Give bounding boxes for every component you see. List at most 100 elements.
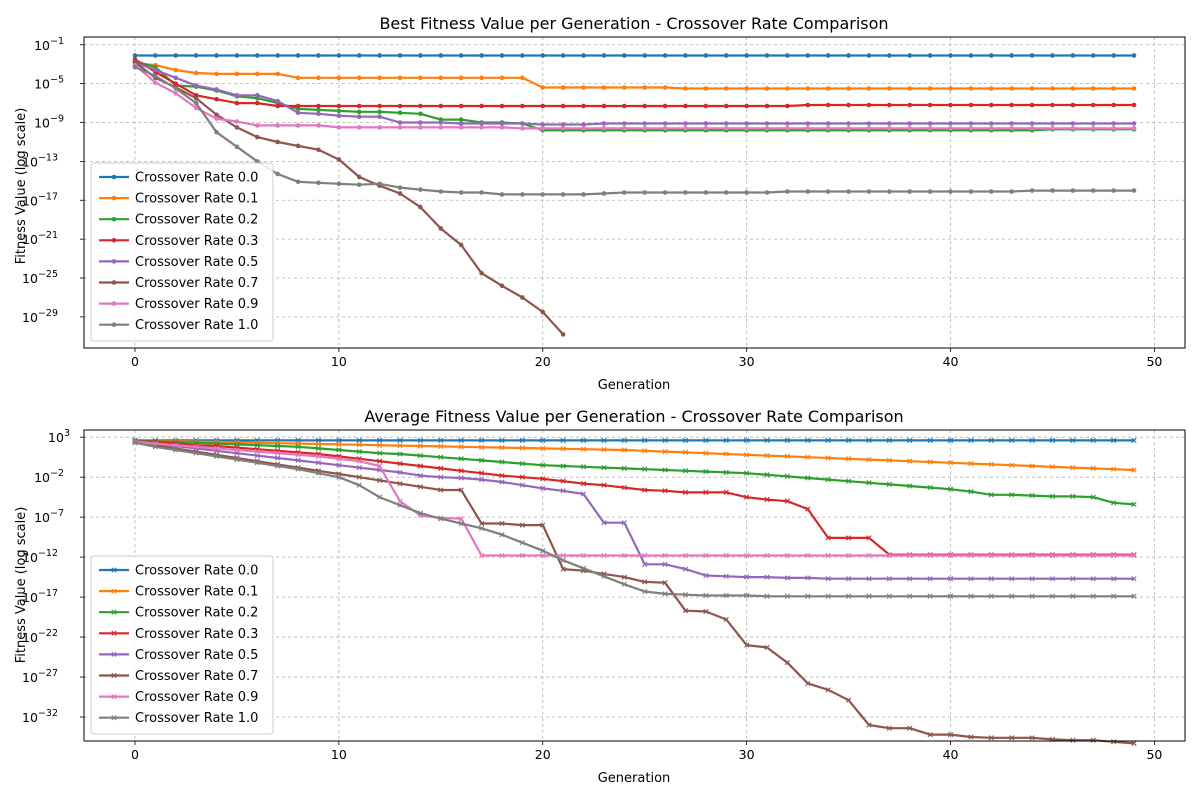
data-point [499, 125, 505, 130]
data-point [478, 520, 485, 527]
data-point [520, 126, 525, 131]
data-point [845, 593, 852, 599]
data-point [1070, 576, 1076, 582]
data-point [560, 122, 566, 127]
data-point [723, 86, 729, 91]
series-crossover-rate-0-1 [132, 60, 1137, 91]
data-point [621, 447, 627, 453]
legend-label: Crossover Rate 1.0 [135, 318, 258, 333]
data-point [1049, 464, 1056, 470]
data-point [805, 454, 811, 460]
data-point [825, 552, 831, 559]
data-point [295, 123, 301, 128]
average-fitness-chart: Average Fitness Value per Generation - C… [14, 407, 1186, 786]
data-point [825, 593, 831, 599]
data-point [377, 437, 383, 444]
data-point [601, 482, 607, 488]
data-point [540, 437, 546, 444]
data-point [315, 441, 322, 447]
data-point [805, 506, 811, 512]
data-point [234, 125, 240, 130]
data-point [683, 53, 688, 58]
data-point [927, 53, 933, 58]
data-point [642, 121, 647, 126]
data-point [703, 86, 709, 91]
data-point [356, 474, 362, 480]
data-point [846, 189, 851, 194]
data-point [1050, 86, 1055, 91]
data-point [438, 465, 444, 471]
series-line [134, 440, 1134, 580]
data-point [499, 444, 505, 451]
x-axis-label: Generation [598, 378, 671, 393]
data-point [540, 126, 546, 131]
data-point [336, 53, 342, 58]
data-point [1090, 121, 1096, 126]
data-point [295, 75, 301, 81]
data-point [1131, 552, 1137, 559]
series-line [134, 439, 1135, 472]
data-point [927, 437, 933, 444]
data-point [581, 85, 586, 90]
series-crossover-rate-0-2 [132, 58, 1137, 133]
data-point [458, 53, 464, 58]
data-point [621, 574, 627, 580]
y-tick-label: 10−9 [34, 114, 64, 131]
data-point [622, 53, 627, 58]
data-point [907, 458, 913, 464]
data-point [478, 444, 485, 450]
series-line [134, 440, 1135, 745]
data-point [519, 482, 525, 488]
data-point [397, 451, 403, 457]
data-point [479, 125, 484, 130]
data-point [907, 593, 913, 599]
data-point [580, 464, 587, 470]
legend-item: Crossover Rate 0.7 [99, 669, 258, 684]
data-point [418, 75, 423, 81]
y-tick-label: 10−17 [22, 588, 58, 605]
data-point [887, 121, 892, 126]
data-point [153, 67, 158, 73]
data-point [642, 466, 648, 472]
data-point [1009, 102, 1014, 108]
data-point [377, 494, 383, 500]
data-point [1029, 593, 1035, 599]
data-point [968, 437, 974, 444]
data-point [683, 86, 688, 91]
data-point [989, 189, 994, 194]
data-point [764, 472, 770, 478]
data-point [846, 102, 851, 108]
data-point [683, 121, 688, 126]
data-point [438, 75, 444, 81]
data-point [478, 552, 485, 559]
data-point [887, 102, 892, 108]
data-point [234, 456, 240, 463]
data-point [520, 75, 525, 81]
legend-label: Crossover Rate 0.1 [135, 585, 258, 600]
data-point [1070, 593, 1076, 599]
data-point [315, 460, 322, 466]
data-point [214, 116, 219, 121]
data-point [418, 120, 423, 125]
data-point [499, 520, 505, 527]
data-point [295, 466, 301, 472]
data-point [336, 108, 342, 114]
data-point [1049, 552, 1056, 559]
data-point [1131, 126, 1137, 131]
legend-marker [111, 630, 117, 636]
data-point [907, 576, 913, 582]
data-point [866, 189, 872, 194]
series-line [134, 440, 1134, 557]
data-point [866, 552, 872, 559]
y-tick-label: 10−7 [34, 508, 64, 525]
data-point [764, 121, 770, 126]
data-point [1009, 576, 1015, 582]
data-point [255, 134, 260, 140]
data-point [866, 535, 872, 541]
data-point [479, 103, 484, 109]
data-point [1090, 102, 1096, 108]
data-point [846, 86, 851, 91]
data-point [275, 53, 280, 58]
data-point [642, 190, 647, 195]
data-point [866, 53, 872, 58]
